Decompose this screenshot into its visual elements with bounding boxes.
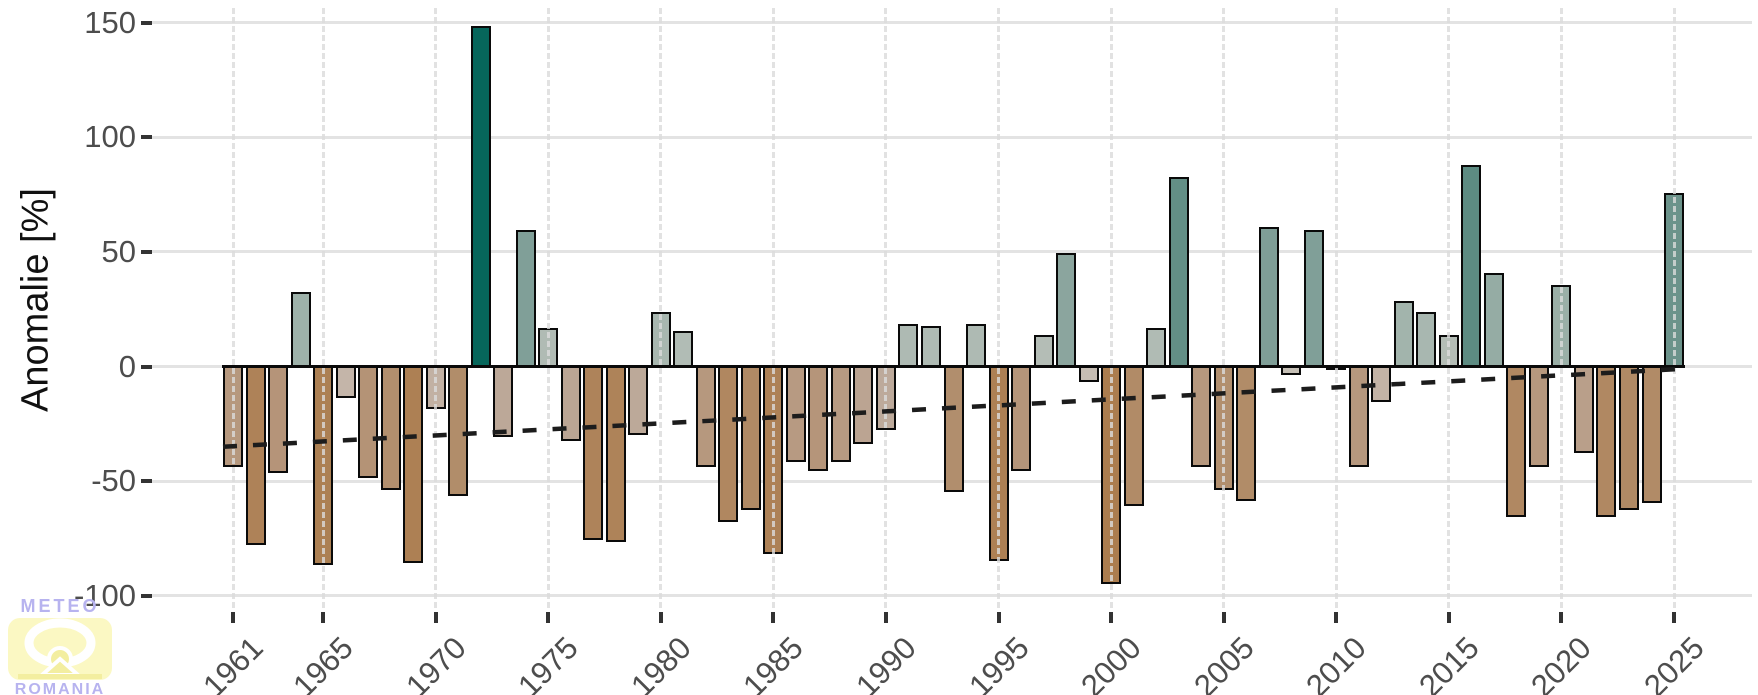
vertical-gridline <box>997 8 1001 608</box>
y-axis-tick <box>141 479 152 484</box>
x-axis-tick <box>1109 612 1114 623</box>
y-tick-label: -100 <box>73 577 136 613</box>
y-tick-label: -50 <box>91 463 136 499</box>
x-axis-tick <box>771 612 776 623</box>
x-axis-tick <box>433 612 438 623</box>
y-tick-label: 150 <box>84 4 136 40</box>
y-axis-tick <box>141 249 152 254</box>
zero-line <box>222 365 1686 368</box>
x-axis-tick <box>996 612 1001 623</box>
vertical-gridline <box>231 8 235 608</box>
trend-line-path <box>222 366 1685 450</box>
vertical-gridline <box>1109 8 1113 608</box>
logo-text-bottom: ROMANIA <box>15 681 105 695</box>
x-axis-tick <box>1334 612 1339 623</box>
x-axis-tick <box>658 612 663 623</box>
y-tick-label: 50 <box>101 233 136 269</box>
vertical-gridline <box>771 8 775 608</box>
vertical-gridline <box>659 8 663 608</box>
x-axis-tick <box>321 612 326 623</box>
horizontal-gridline <box>152 135 1752 139</box>
vertical-gridline <box>434 8 438 608</box>
y-axis-tick <box>141 364 152 369</box>
meteo-romania-logo: METEO ROMANIA <box>8 596 112 695</box>
x-axis-tick <box>883 612 888 623</box>
vertical-gridline <box>1334 8 1338 608</box>
y-tick-label: 0 <box>118 348 136 384</box>
vertical-gridline <box>1672 8 1676 608</box>
horizontal-gridline <box>152 594 1752 598</box>
x-axis-tick <box>1672 612 1677 623</box>
horizontal-gridline <box>152 21 1752 24</box>
y-axis-tick <box>141 135 152 140</box>
x-axis-tick <box>231 612 235 623</box>
y-tick-label: 100 <box>84 119 136 155</box>
y-axis-tick <box>141 20 152 25</box>
vertical-gridline <box>1222 8 1226 608</box>
logo-base-bar <box>18 674 102 679</box>
vertical-gridline <box>321 8 325 608</box>
y-axis-tick <box>141 593 152 598</box>
vertical-gridline <box>546 8 550 608</box>
x-axis-tick <box>1559 612 1564 623</box>
vertical-gridline <box>1447 8 1451 608</box>
logo-text-top: METEO <box>20 596 99 616</box>
x-axis-tick <box>1221 612 1226 623</box>
x-axis-tick <box>1446 612 1451 623</box>
horizontal-gridline <box>152 250 1752 254</box>
x-axis-tick <box>546 612 551 623</box>
vertical-gridline <box>884 8 888 608</box>
vertical-gridline <box>1559 8 1563 608</box>
